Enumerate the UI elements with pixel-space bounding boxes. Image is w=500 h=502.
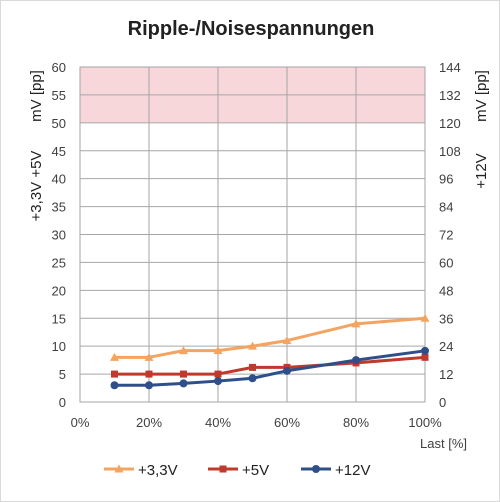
x-axis-title: Last [%]: [420, 436, 467, 451]
y-right-tick-label: 0: [439, 395, 446, 410]
legend-label-1: +5V: [242, 462, 269, 479]
x-tick-label: 100%: [408, 415, 442, 430]
plot-area: 0 0 5 12 10 24 15 36 20 48 25 60 30 72 35 84 40 96 45 108 50…: [52, 60, 461, 430]
x-tick-label: 20%: [136, 415, 162, 430]
y-right-tick-label: 48: [439, 283, 453, 298]
series-point-2: [179, 379, 188, 388]
y-right-tick-label: 12: [439, 367, 453, 382]
chart-title: Ripple-/Noisespannungen: [128, 18, 375, 40]
series-point-2: [214, 377, 222, 386]
series-point-1: [214, 370, 222, 378]
legend-marker-2: [312, 465, 320, 473]
legend-marker-0: [114, 464, 124, 473]
y-left-tick-label: 55: [52, 88, 66, 103]
y-left-tick-label: 40: [52, 172, 66, 187]
y-right-tick-label: 24: [439, 339, 453, 354]
y-right-tick-label: 36: [439, 311, 453, 326]
series-point-1: [145, 370, 153, 378]
series-point-0: [110, 352, 119, 361]
y-left-tick-label: 5: [59, 367, 66, 382]
y-left-tick-label: 45: [52, 144, 66, 159]
y-axis-right-title-line1: mV [pp]: [473, 70, 490, 122]
y-right-tick-label: 132: [439, 88, 461, 103]
x-tick-label: 60%: [274, 415, 300, 430]
y-right-tick-label: 108: [439, 144, 461, 159]
series-line-0: [114, 316, 426, 359]
series-point-1: [421, 353, 429, 361]
series-line-2: [114, 349, 426, 387]
series-point-2: [145, 381, 153, 390]
y-axis-right-title-line2: +12V: [473, 153, 490, 188]
x-tick-label: 0%: [71, 415, 90, 430]
y-right-tick-label: 60: [439, 255, 453, 270]
legend-label-2: +12V: [335, 462, 370, 479]
x-tick-label: 80%: [343, 415, 369, 430]
y-left-tick-label: 25: [52, 255, 66, 270]
series-point-0: [144, 352, 154, 361]
series-point-1: [180, 370, 187, 378]
y-left-tick-label: 20: [52, 283, 66, 298]
y-left-tick-label: 60: [52, 60, 66, 75]
y-axis-left-title-line1: mV [pp]: [28, 70, 45, 122]
series-point-2: [283, 366, 291, 375]
y-right-tick-label: 72: [439, 228, 453, 243]
y-left-tick-label: 15: [52, 311, 66, 326]
y-left-tick-label: 10: [52, 339, 66, 354]
y-left-tick-label: 0: [59, 395, 66, 410]
legend-marker-1: [219, 465, 227, 473]
x-tick-label: 40%: [205, 415, 231, 430]
series-point-0: [282, 336, 292, 345]
y-right-tick-label: 144: [439, 60, 461, 75]
legend-label-0: +3,3V: [138, 462, 178, 479]
series-point-2: [421, 346, 429, 355]
y-left-tick-label: 50: [52, 116, 66, 131]
y-left-tick-label: 35: [52, 200, 66, 215]
plot-frame: [79, 66, 426, 403]
series-point-2: [352, 356, 360, 365]
series-point-0: [420, 313, 430, 322]
y-right-tick-label: 96: [439, 172, 453, 187]
y-right-tick-label: 84: [439, 200, 453, 215]
legend: +3,3V +5V +12V: [104, 462, 370, 479]
series-point-0: [213, 346, 223, 355]
series-line-1: [114, 355, 426, 376]
y-axis-left-title-line2: +3,3V +5V: [28, 151, 45, 222]
series-point-0: [179, 346, 188, 355]
series-point-1: [249, 363, 256, 371]
series-point-2: [110, 381, 119, 390]
y-left-tick-label: 30: [52, 228, 66, 243]
series-point-0: [248, 341, 257, 350]
series-point-0: [351, 319, 361, 328]
y-right-tick-label: 120: [439, 116, 461, 131]
series-point-2: [248, 374, 257, 383]
series-point-1: [111, 370, 118, 378]
